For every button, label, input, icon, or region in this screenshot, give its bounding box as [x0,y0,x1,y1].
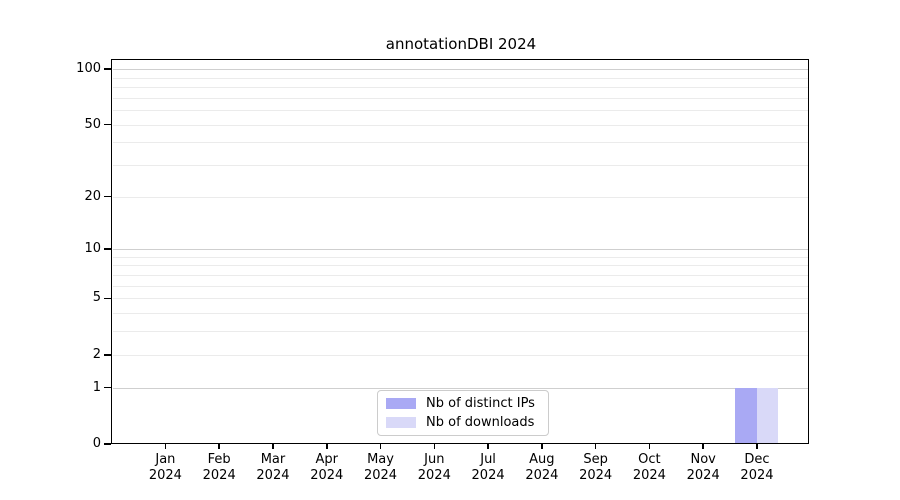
x-tick-year: 2024 [579,468,613,483]
x-tick-mark [487,444,489,449]
major-gridline [113,249,809,251]
x-tick-month: Feb [207,452,231,467]
legend-label: Nb of distinct IPs [426,396,535,411]
minor-gridline [113,164,809,166]
minor-gridline [113,142,809,144]
major-gridline [113,387,809,389]
y-tick-label: 2 [92,346,101,362]
x-tick-month: Oct [638,452,661,467]
minor-gridline [113,77,809,79]
x-tick-year: 2024 [363,468,398,483]
minor-gridline [113,285,809,287]
x-tick-month: Aug [529,452,555,467]
x-tick-month: Sep [583,452,608,467]
x-tick-label: Sep 2024 [564,452,628,484]
legend-item: Nb of downloads [386,413,540,432]
x-tick-label: Aug 2024 [510,452,574,484]
minor-gridline [113,196,809,198]
x-tick-mark [272,444,274,449]
x-tick-month: Mar [260,452,286,467]
x-tick-month: Jun [424,452,445,467]
x-tick-month: Apr [315,452,338,467]
y-tick-mark [104,195,112,198]
bar-distinct-ips [735,387,757,444]
x-tick-mark [325,444,328,449]
y-tick-label: 100 [76,61,101,77]
y-tick-mark [104,68,112,70]
x-tick-label: Apr 2024 [295,452,359,484]
x-tick-month: May [367,452,394,467]
minor-gridline [113,265,809,267]
x-tick-mark [379,444,382,449]
minor-gridline [113,110,809,111]
minor-gridline [113,275,809,277]
minor-gridline [113,298,809,300]
x-tick-year: 2024 [740,468,774,483]
x-tick-mark [164,444,167,449]
bar-downloads [756,387,779,444]
x-tick-label: Jun 2024 [402,452,466,484]
x-tick-month: Jan [155,452,176,467]
x-tick-year: 2024 [525,468,559,483]
minor-gridline [113,124,809,126]
x-tick-year: 2024 [148,468,182,483]
legend-item: Nb of distinct IPs [386,394,540,413]
x-tick-label: Feb 2024 [187,452,251,484]
y-tick-label: 20 [84,188,101,204]
y-tick-mark [104,248,112,250]
minor-gridline [113,256,809,258]
minor-gridline [113,331,809,333]
x-tick-year: 2024 [632,468,666,483]
x-tick-label: Nov 2024 [671,452,735,484]
legend-swatch [386,417,416,428]
x-tick-mark [648,444,651,449]
y-tick-mark [104,123,112,126]
minor-gridline [113,86,809,88]
y-tick-mark [104,297,112,300]
legend: Nb of distinct IPs Nb of downloads [377,390,549,436]
x-tick-year: 2024 [686,468,720,483]
minor-gridline [113,313,809,315]
x-tick-label: Dec 2024 [725,452,789,484]
plot-frame [111,59,809,444]
y-tick-mark [104,443,112,445]
minor-gridline [113,354,809,356]
legend-swatch [386,398,416,409]
y-tick-label: 10 [84,241,101,257]
y-tick-mark [104,386,112,389]
x-tick-mark [756,444,758,449]
y-tick-label: 0 [92,436,101,451]
x-tick-label: Jul 2024 [456,452,520,484]
x-tick-month: Jul [480,452,496,467]
x-tick-year: 2024 [417,468,451,483]
x-tick-month: Dec [744,452,770,467]
y-tick-label: 50 [84,116,101,132]
x-tick-mark [433,444,436,449]
x-tick-mark [218,444,220,449]
x-tick-year: 2024 [256,468,290,483]
x-tick-year: 2024 [471,468,505,483]
x-tick-month: Nov [690,452,716,467]
x-tick-label: Jan 2024 [133,452,197,484]
x-tick-mark [702,444,704,449]
plot-area: 100 50 20 10 5 2 1 0 Jan 2024 Feb 2024 Mar 2024 Apr 202… [76,59,809,483]
y-tick-mark [104,353,112,356]
legend-label: Nb of downloads [426,415,535,430]
x-tick-year: 2024 [202,468,236,483]
x-tick-label: May 2024 [349,452,413,484]
major-gridline [113,69,809,71]
x-tick-label: Mar 2024 [241,452,305,484]
x-tick-mark [541,444,543,449]
x-tick-label: Oct 2024 [617,452,681,484]
x-tick-year: 2024 [310,468,344,483]
minor-gridline [113,97,809,99]
y-tick-label: 1 [92,379,101,395]
x-tick-mark [594,444,597,449]
chart-title: annotationDBI 2024 [385,35,537,53]
y-tick-label: 5 [92,290,101,306]
